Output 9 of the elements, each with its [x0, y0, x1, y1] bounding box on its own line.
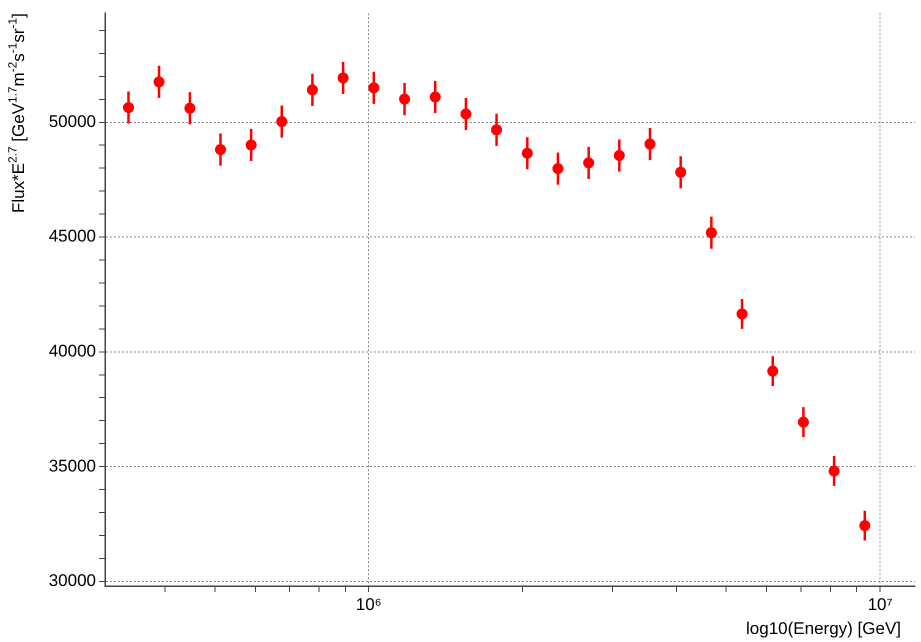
y-tick-label: 45000 [48, 226, 96, 246]
x-tick-label: 10⁷ [868, 594, 893, 614]
text: Flux*E2.7 [GeV1.7m-2s-1sr-1] [5, 13, 28, 214]
x-tick-label: 10⁶ [356, 594, 382, 614]
y-tick-label: 50000 [48, 112, 96, 131]
y-tick-label: 40000 [48, 342, 96, 361]
x-axis-title: log10(Energy) [GeV] [746, 619, 901, 638]
y-tick-label: 30000 [48, 571, 96, 590]
y-tick-label: 35000 [48, 456, 96, 476]
